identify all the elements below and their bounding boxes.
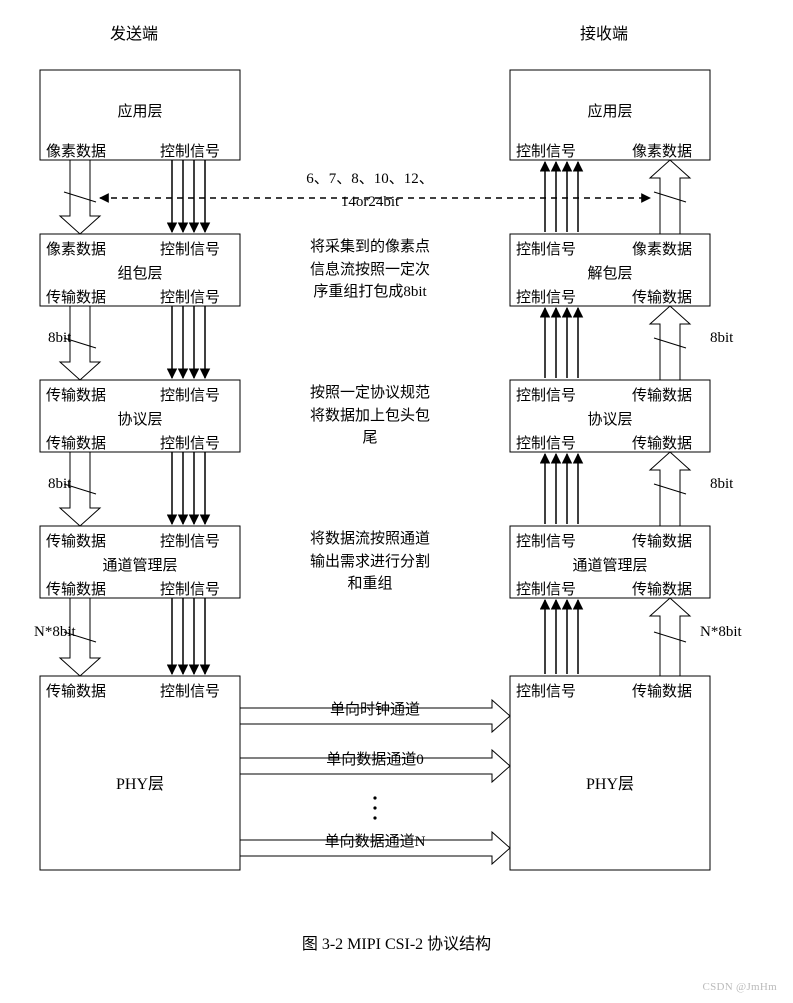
left-pack-top-ctrl: 控制信号 [160, 238, 220, 259]
right-phy-top-ctrl: 控制信号 [516, 680, 576, 701]
channel-clk: 单向时钟通道 [300, 698, 450, 719]
left-n8bit: N*8bit [34, 624, 76, 641]
right-proto-title: 协议层 [510, 408, 710, 429]
right-lane-bot-ctrl: 控制信号 [516, 578, 576, 599]
right-unpack-bot-ctrl: 控制信号 [516, 286, 576, 307]
right-lane-bot-trans: 传输数据 [632, 578, 692, 599]
left-proto-bot-trans: 传输数据 [46, 432, 106, 453]
right-unpack-top-ctrl: 控制信号 [516, 238, 576, 259]
left-proto-title: 协议层 [40, 408, 240, 429]
left-lane-top-ctrl: 控制信号 [160, 530, 220, 551]
desc-pack: 将采集到的像素点 信息流按照一定次 序重组打包成8bit [270, 236, 470, 304]
left-pack-top-pixel: 像素数据 [46, 238, 106, 259]
channel-d0: 单向数据通道0 [300, 748, 450, 769]
dashed-label: 6、7、8、10、12、 14or24bit [280, 168, 460, 213]
right-lane-top-ctrl: 控制信号 [516, 530, 576, 551]
desc-proto: 按照一定协议规范 将数据加上包头包 尾 [270, 382, 470, 450]
right-unpack-title: 解包层 [510, 262, 710, 283]
right-phy-title: PHY层 [510, 770, 710, 794]
diagram-canvas: 发送端 接收端 应用层 像素数据 控制信号 像素数据 控制信号 组包层 传输数据… [0, 0, 793, 1003]
title-left: 发送端 [110, 20, 158, 44]
left-pack-bot-trans: 传输数据 [46, 286, 106, 307]
right-lane-top-trans: 传输数据 [632, 530, 692, 551]
left-proto-bot-ctrl: 控制信号 [160, 432, 220, 453]
left-app-ctrl: 控制信号 [160, 140, 220, 161]
left-pack-title: 组包层 [40, 262, 240, 283]
right-8bit-1: 8bit [710, 330, 733, 347]
left-8bit-1: 8bit [48, 330, 71, 347]
left-lane-title: 通道管理层 [40, 554, 240, 575]
watermark: CSDN @JmHm [702, 981, 777, 993]
right-8bit-2: 8bit [710, 476, 733, 493]
right-n8bit: N*8bit [700, 624, 742, 641]
left-proto-top-ctrl: 控制信号 [160, 384, 220, 405]
left-phy-title: PHY层 [40, 770, 240, 794]
left-lane-bot-ctrl: 控制信号 [160, 578, 220, 599]
channel-dn: 单向数据通道N [300, 830, 450, 851]
left-phy-top-trans: 传输数据 [46, 680, 106, 701]
left-8bit-2: 8bit [48, 476, 71, 493]
right-lane-title: 通道管理层 [510, 554, 710, 575]
right-unpack-top-pixel: 像素数据 [632, 238, 692, 259]
right-proto-top-ctrl: 控制信号 [516, 384, 576, 405]
right-proto-bot-trans: 传输数据 [632, 432, 692, 453]
left-proto-top-trans: 传输数据 [46, 384, 106, 405]
figure-caption: 图 3-2 MIPI CSI-2 协议结构 [0, 930, 793, 954]
left-lane-top-trans: 传输数据 [46, 530, 106, 551]
left-pack-bot-ctrl: 控制信号 [160, 286, 220, 307]
left-phy-top-ctrl: 控制信号 [160, 680, 220, 701]
left-lane-bot-trans: 传输数据 [46, 578, 106, 599]
right-unpack-bot-trans: 传输数据 [632, 286, 692, 307]
left-app-pixel: 像素数据 [46, 140, 106, 161]
right-phy-top-trans: 传输数据 [632, 680, 692, 701]
right-proto-top-trans: 传输数据 [632, 384, 692, 405]
right-app-ctrl: 控制信号 [516, 140, 576, 161]
title-right: 接收端 [580, 20, 628, 44]
right-app-pixel: 像素数据 [632, 140, 692, 161]
right-proto-bot-ctrl: 控制信号 [516, 432, 576, 453]
right-app-title: 应用层 [510, 100, 710, 121]
left-app-title: 应用层 [40, 100, 240, 121]
desc-lane: 将数据流按照通道 输出需求进行分割 和重组 [270, 528, 470, 596]
